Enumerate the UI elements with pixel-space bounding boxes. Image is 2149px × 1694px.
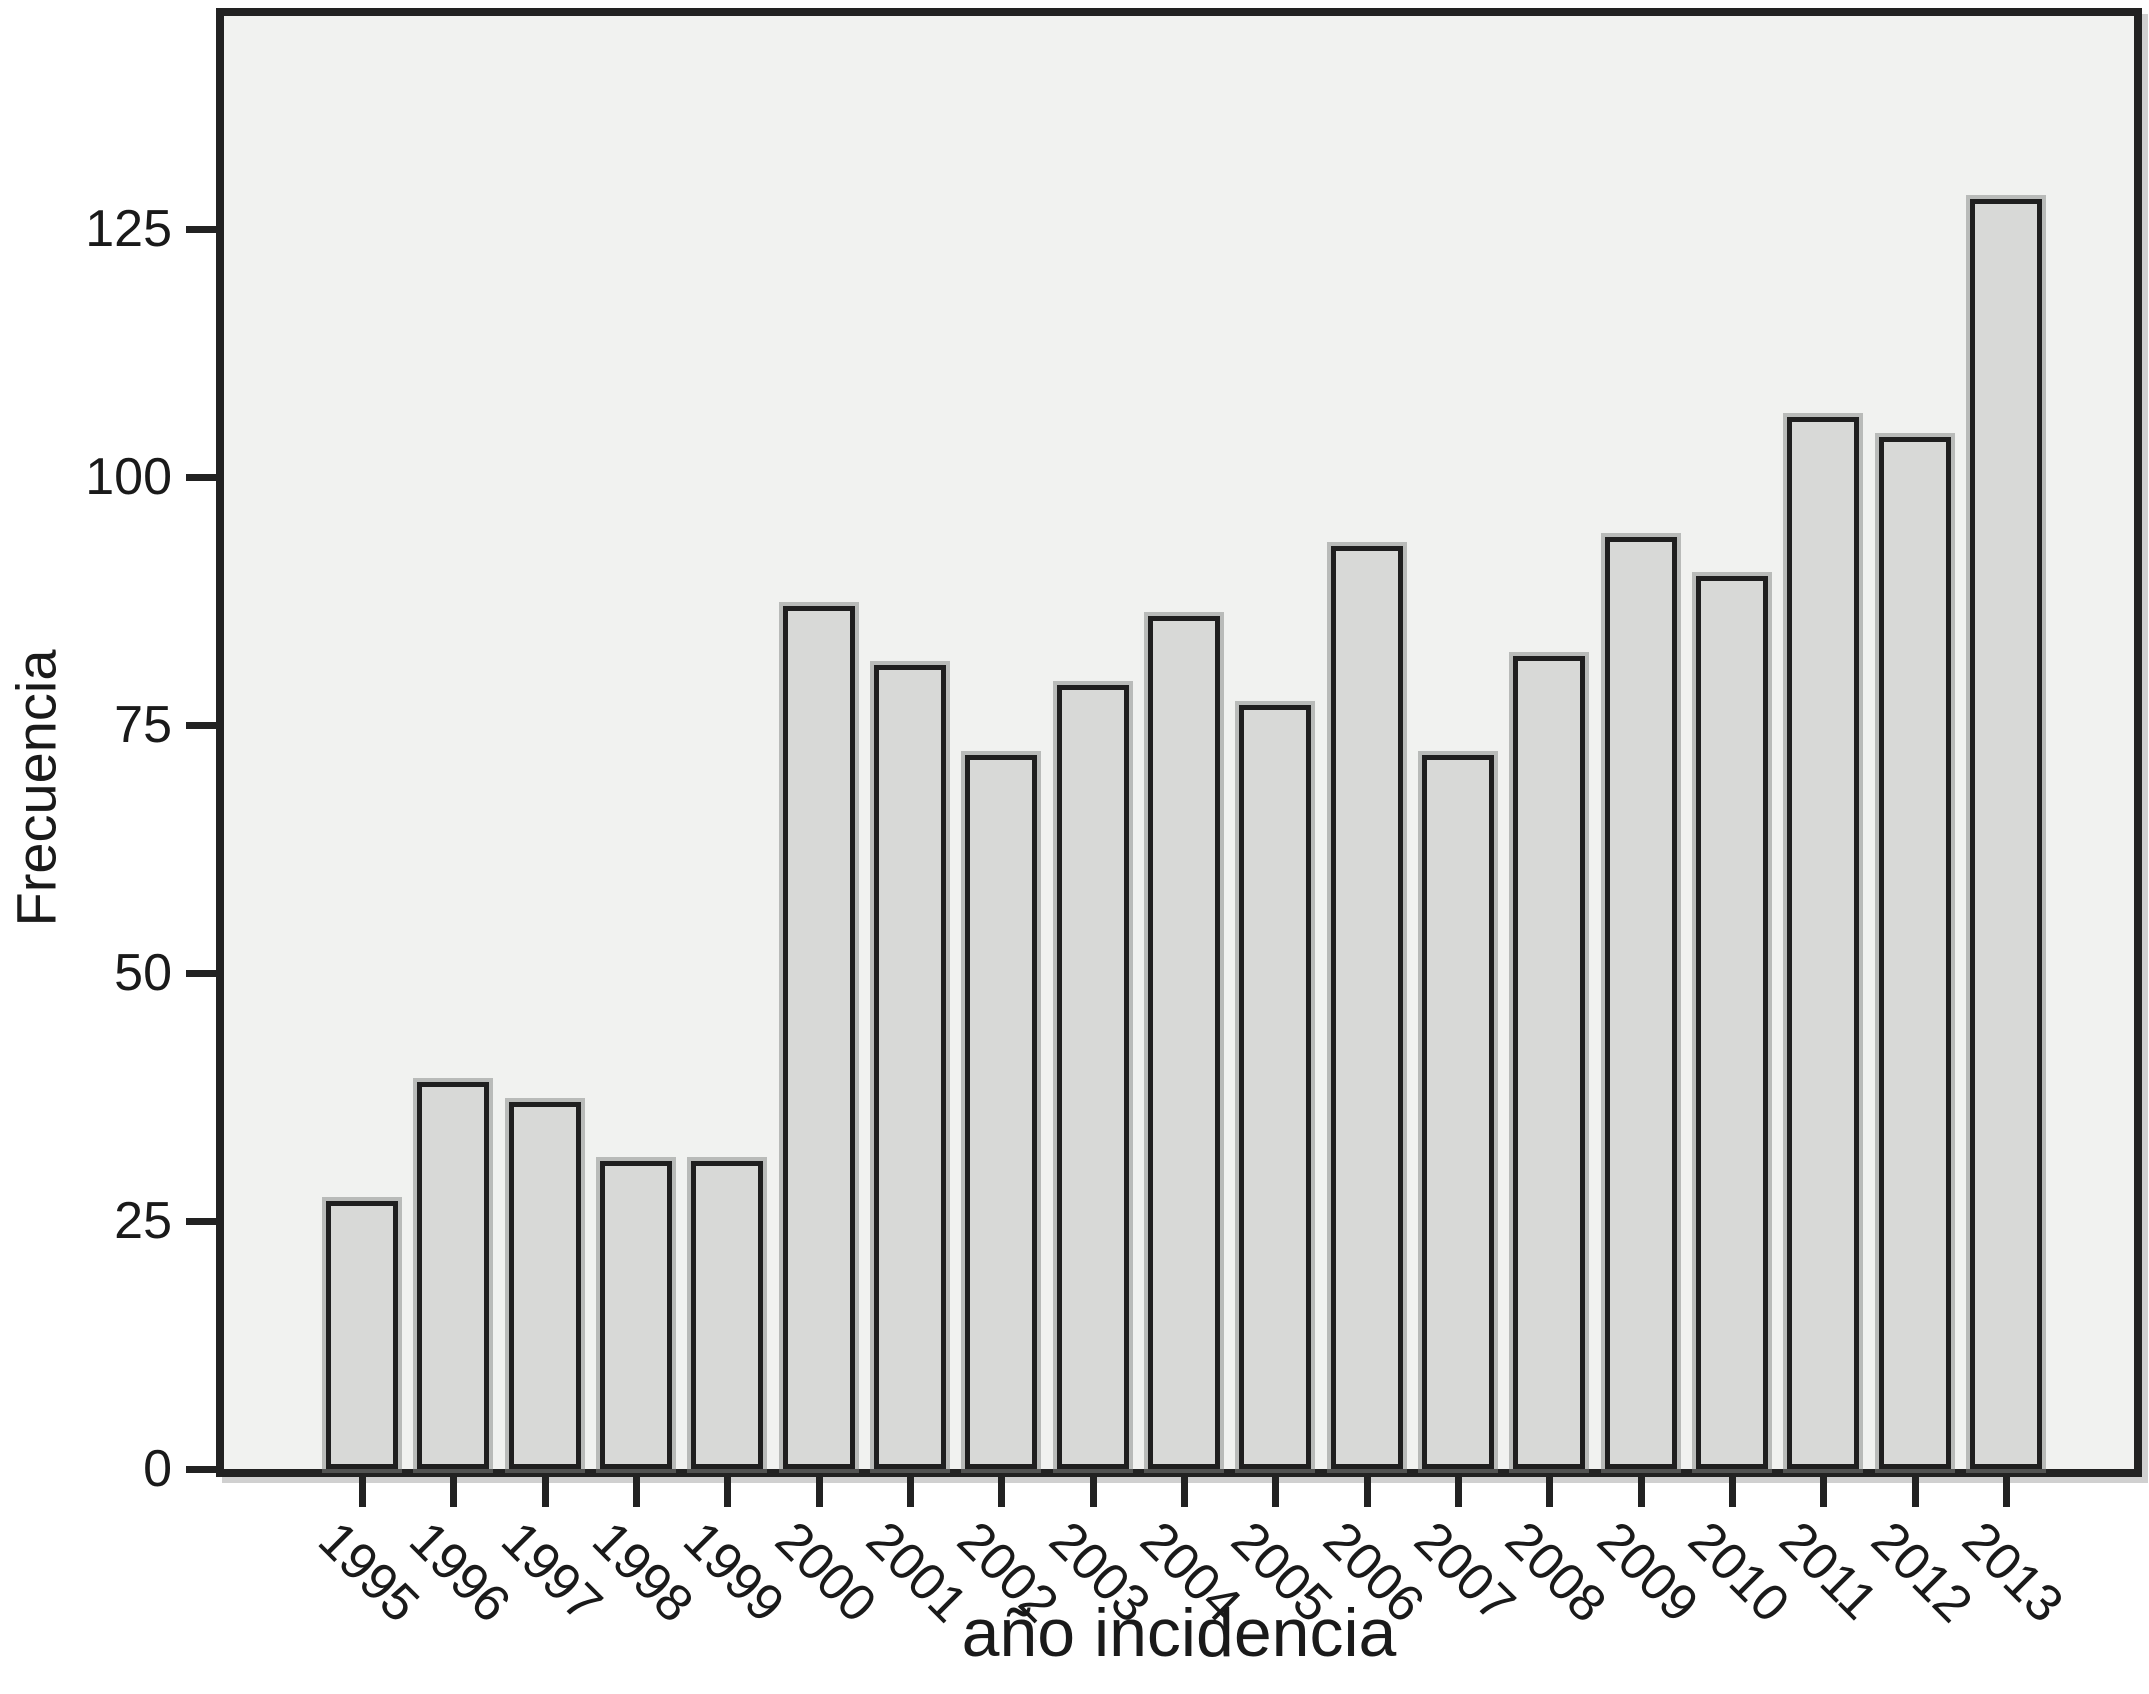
x-tick-label-text: 2009 [1585, 1510, 1709, 1634]
x-axis-tick [1180, 1477, 1188, 1507]
bar [1147, 616, 1220, 1469]
bar-cell: 2000 [764, 606, 887, 1634]
x-tick-label-text: 2013 [1951, 1510, 2074, 1634]
bar [1787, 417, 1860, 1469]
bar [1604, 537, 1677, 1469]
bar [1878, 437, 1951, 1469]
x-tick-label-text: 1998 [581, 1510, 704, 1634]
x-tick-label-text: 2011 [1768, 1510, 1889, 1631]
x-axis-tick [359, 1477, 366, 1507]
x-axis-tick [815, 1477, 823, 1507]
x-tick-label-text: 2007 [1403, 1510, 1526, 1634]
y-axis-tick [186, 226, 216, 233]
x-tick-label-text: 2008 [1494, 1510, 1618, 1634]
bar-cell: 2008 [1494, 656, 1617, 1634]
x-axis-tick [541, 1477, 549, 1507]
bar [1695, 576, 1768, 1469]
bar-cell: 2004 [1129, 616, 1252, 1634]
x-tick-label-text: 2012 [1859, 1510, 1983, 1634]
bar-cell: 2011 [1768, 417, 1888, 1631]
y-tick-label: 100 [85, 448, 172, 506]
bar-cell: 2001 [855, 665, 978, 1634]
x-axis-tick [1546, 1477, 1554, 1507]
x-tick-label-text: 2010 [1677, 1510, 1800, 1634]
y-tick-label: 0 [143, 1440, 172, 1498]
x-axis-tick [1728, 1477, 1736, 1507]
y-axis-tick [186, 1218, 216, 1225]
bar-cell: 2013 [1951, 199, 2074, 1634]
bar [599, 1161, 672, 1469]
bar-cell: 2012 [1860, 437, 1983, 1634]
bar-cell: 2003 [1038, 685, 1161, 1634]
x-tick-label-text: 1995 [307, 1510, 430, 1634]
x-axis-tick [1820, 1477, 1828, 1507]
x-axis-tick [724, 1477, 732, 1507]
bars-row: 1995 1996 1997 1998 1999 2000 2001 2002 2003 2004… [224, 16, 2134, 1634]
y-axis-title: Frecuencia [4, 649, 68, 927]
y-axis-tick [186, 970, 216, 977]
x-tick-label-text: 2000 [763, 1510, 887, 1634]
x-axis-tick [450, 1477, 458, 1507]
y-axis-tick [186, 722, 216, 729]
bar [1421, 755, 1494, 1469]
y-tick-label: 125 [85, 200, 172, 258]
x-axis-tick [1637, 1477, 1645, 1507]
bar [873, 665, 946, 1469]
x-axis-tick [1454, 1477, 1462, 1507]
x-axis-tick [906, 1477, 914, 1507]
y-axis-tick [186, 474, 216, 481]
bar [1056, 685, 1129, 1469]
plot-area: 1995 1996 1997 1998 1999 2000 2001 2002 2003 2004… [216, 8, 2142, 1634]
bar [508, 1102, 581, 1469]
bar-cell: 1996 [398, 1082, 521, 1634]
bar [691, 1161, 764, 1469]
x-tick-label-text: 1996 [398, 1510, 522, 1634]
bar [1239, 705, 1312, 1469]
bar-cell: 2006 [1312, 546, 1435, 1634]
bar-cell: 1999 [672, 1161, 795, 1634]
y-axis-tick [186, 1466, 216, 1473]
y-tick-label: 25 [114, 1192, 172, 1250]
x-axis-tick [1363, 1477, 1371, 1507]
y-tick-label: 75 [114, 696, 172, 754]
bar-cell: 2009 [1586, 537, 1709, 1634]
y-tick-label: 50 [114, 944, 172, 1002]
x-axis-tick [2002, 1477, 2010, 1507]
bar-cell: 1997 [490, 1102, 613, 1634]
bar [1330, 546, 1403, 1469]
bar-cell: 2007 [1403, 755, 1526, 1634]
bar-cell: 1995 [307, 1201, 430, 1634]
x-axis-tick [998, 1477, 1006, 1507]
x-axis-title: año incidencia [961, 1595, 1397, 1671]
bar [326, 1201, 398, 1469]
x-tick-label-text: 1999 [672, 1510, 796, 1634]
bar-cell: 2005 [1220, 705, 1343, 1634]
x-axis-tick [1911, 1477, 1919, 1507]
bar [965, 755, 1038, 1469]
bar-cell: 2002 [946, 755, 1069, 1634]
bar [782, 606, 855, 1469]
x-axis-tick [1272, 1477, 1280, 1507]
x-tick-label-text: 2001 [855, 1510, 978, 1634]
x-tick-label-text: 1997 [489, 1510, 613, 1634]
bar-cell: 1998 [581, 1161, 704, 1634]
bar [1969, 199, 2042, 1469]
x-axis-tick [632, 1477, 640, 1507]
bar [417, 1082, 490, 1469]
bar-cell: 2010 [1677, 576, 1800, 1634]
x-axis-tick [1089, 1477, 1097, 1507]
bar [1513, 656, 1586, 1469]
